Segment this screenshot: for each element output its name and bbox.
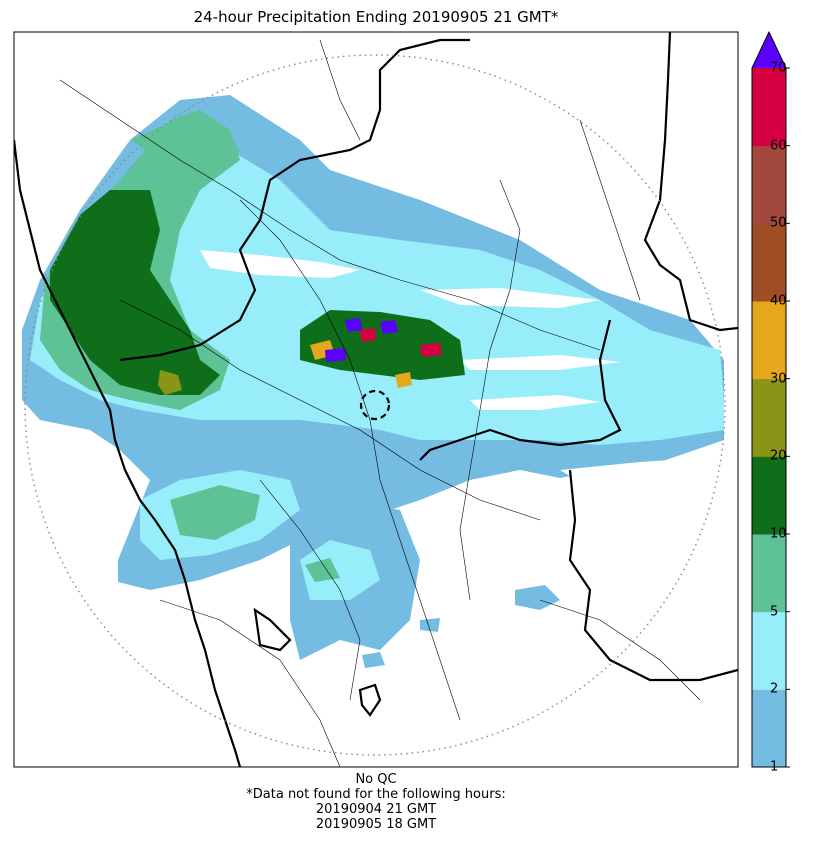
map-frame [13, 31, 739, 768]
colorbar-bin-40-50 [752, 223, 786, 302]
colorbar-bin-5-10 [752, 534, 786, 613]
colorbar-tick-label: 5 [770, 604, 779, 620]
missing-hour-1: 20190904 21 GMT [315, 802, 437, 817]
colorbar-tick-label: 30 [770, 371, 787, 387]
colorbar-bin-2-5 [752, 611, 786, 690]
colorbar-tick-label: 40 [770, 293, 787, 309]
state-borders [14, 32, 738, 767]
map-footer: No QC *Data not found for the following … [14, 772, 738, 832]
colorbar-bin-10-20 [752, 456, 786, 535]
radar-range-ring [24, 54, 726, 756]
colorbar [751, 30, 790, 768]
colorbar-tick-label: 2 [770, 681, 779, 697]
district-borders [59, 39, 701, 767]
colorbar-tick-label: 60 [770, 138, 787, 154]
colorbar-bin-60-70 [752, 68, 786, 147]
map-title: 24-hour Precipitation Ending 20190905 21… [193, 8, 559, 26]
radar-site-ring [359, 389, 391, 421]
missing-hour-2: 20190905 18 GMT [315, 817, 437, 832]
colorbar-bin-1-2 [752, 689, 786, 768]
colorbar-bin-20-30 [752, 378, 786, 457]
colorbar-tick-label: 20 [770, 448, 787, 464]
colorbar-bin-30-40 [752, 301, 786, 380]
missing-data-note: *Data not found for the following hours: [246, 787, 506, 802]
colorbar-outline [751, 30, 787, 768]
colorbar-tick-label: 50 [770, 215, 787, 231]
colorbar-tick-label: 10 [770, 526, 787, 542]
precipitation-field [22, 95, 724, 668]
colorbar-over-arrow [752, 32, 786, 68]
qc-note: No QC [355, 772, 397, 787]
colorbar-tick-label: 70 [770, 60, 787, 76]
colorbar-bin-50-60 [752, 145, 786, 224]
colorbar-tick-label: 1 [770, 759, 779, 775]
